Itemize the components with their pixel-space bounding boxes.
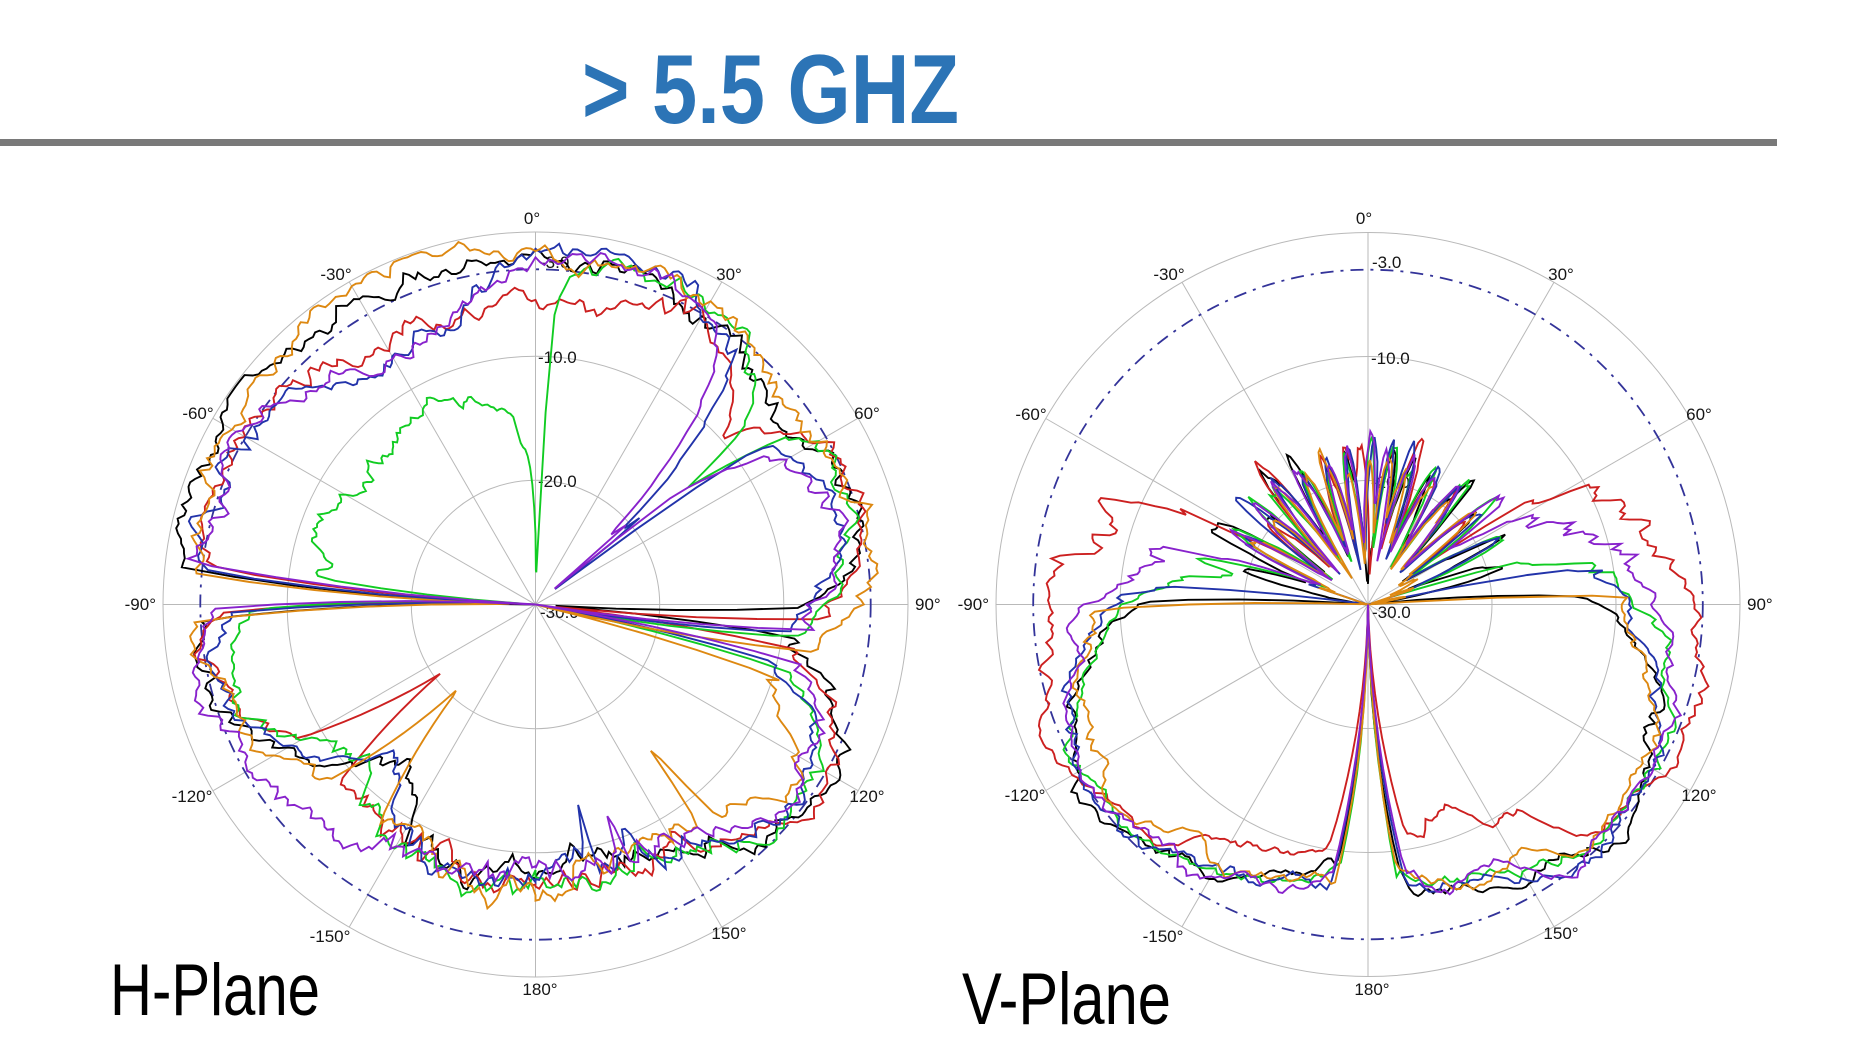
svg-text:-60°: -60° [1015, 405, 1046, 424]
svg-text:30°: 30° [1548, 265, 1574, 284]
svg-text:30°: 30° [716, 265, 742, 284]
svg-text:60°: 60° [854, 404, 880, 423]
svg-text:-10.0: -10.0 [1371, 349, 1410, 368]
svg-text:180°: 180° [522, 980, 557, 999]
svg-text:120°: 120° [1681, 786, 1716, 805]
svg-text:-30°: -30° [1153, 265, 1184, 284]
svg-text:150°: 150° [711, 924, 746, 943]
svg-text:H-Plane: H-Plane [110, 950, 320, 1031]
svg-text:-10.0: -10.0 [538, 348, 577, 367]
svg-text:120°: 120° [849, 787, 884, 806]
svg-text:90°: 90° [915, 595, 941, 614]
svg-text:0°: 0° [1356, 209, 1372, 228]
svg-text:-60°: -60° [182, 404, 213, 423]
svg-text:V-Plane: V-Plane [962, 959, 1171, 1040]
svg-text:150°: 150° [1543, 924, 1578, 943]
svg-text:> 5.5 GHZ: > 5.5 GHZ [582, 34, 959, 144]
svg-text:-90°: -90° [958, 595, 989, 614]
svg-text:-3.0: -3.0 [1372, 253, 1401, 272]
svg-text:-150°: -150° [310, 927, 351, 946]
svg-text:-120°: -120° [1005, 786, 1046, 805]
svg-text:-20.0: -20.0 [538, 472, 577, 491]
svg-text:-120°: -120° [172, 787, 213, 806]
svg-text:-30°: -30° [320, 265, 351, 284]
svg-text:-90°: -90° [125, 595, 156, 614]
svg-text:-150°: -150° [1143, 927, 1184, 946]
svg-text:180°: 180° [1354, 980, 1389, 999]
svg-text:-30.0: -30.0 [1372, 603, 1411, 622]
svg-text:0°: 0° [524, 209, 540, 228]
svg-text:90°: 90° [1747, 595, 1773, 614]
svg-text:60°: 60° [1686, 405, 1712, 424]
